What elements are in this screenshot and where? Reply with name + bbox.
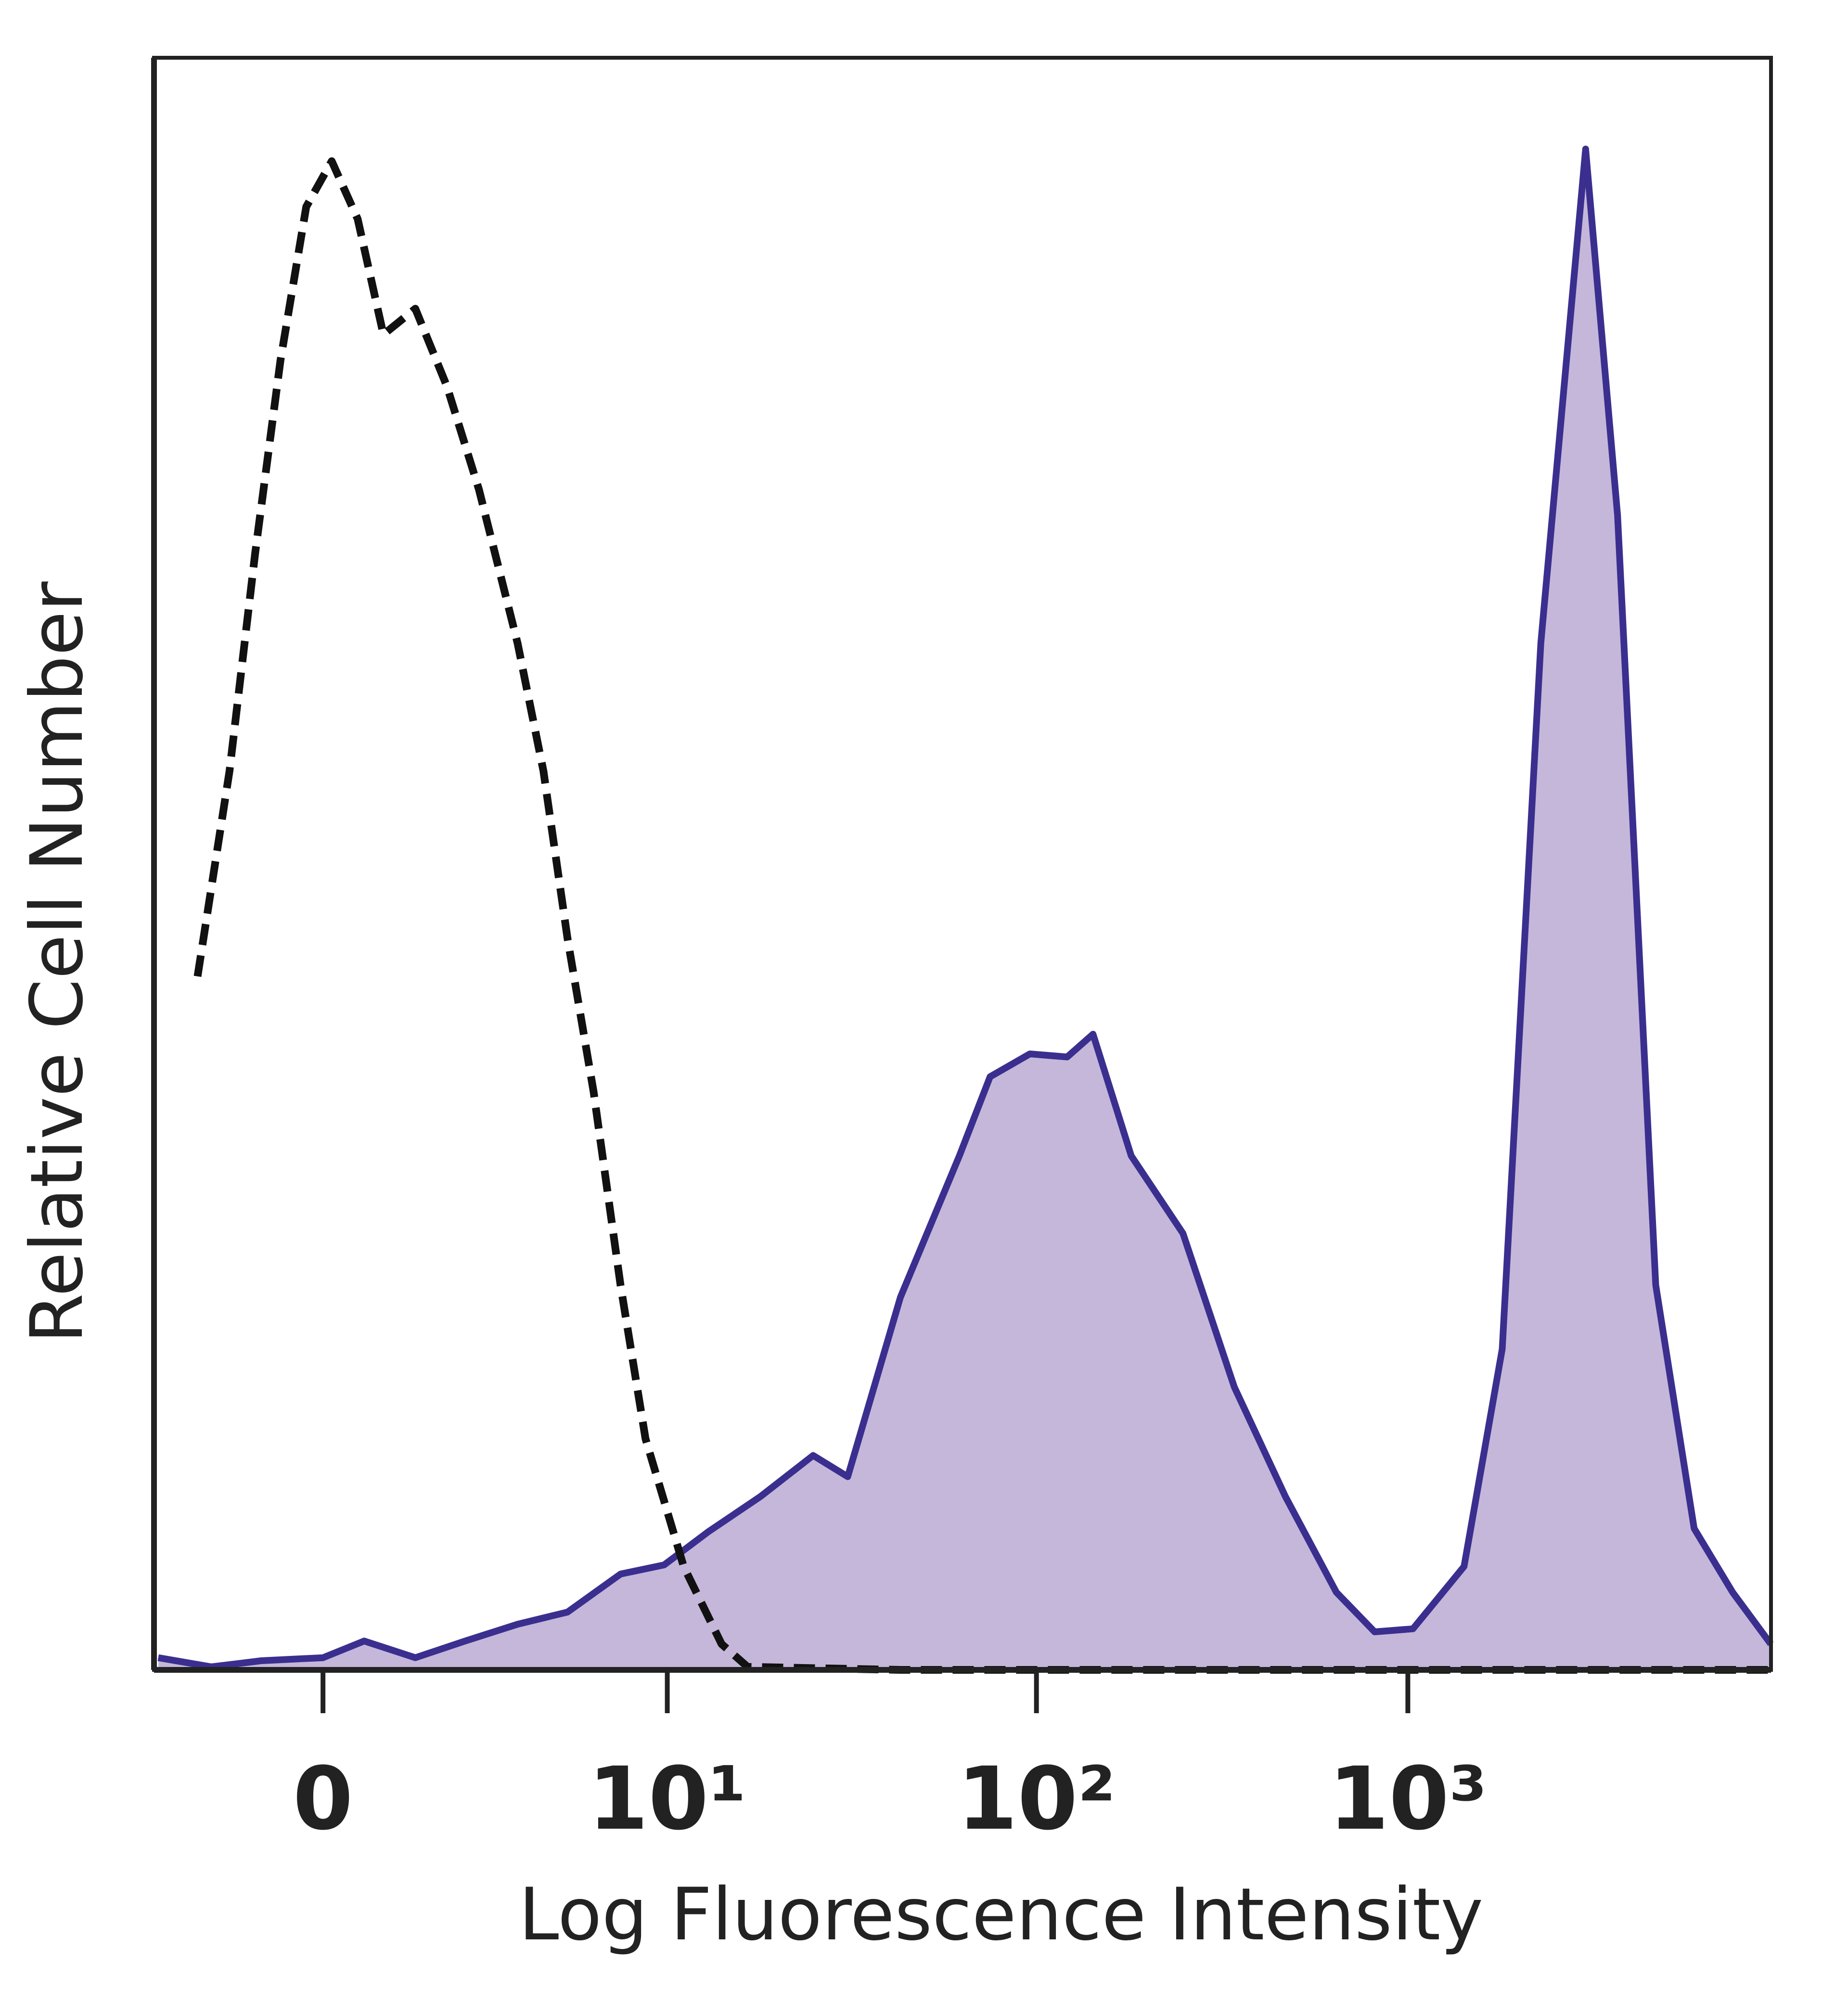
x-tick-label: 10¹ (588, 1749, 746, 1849)
x-tick-label: 10³ (1329, 1749, 1487, 1849)
histogram-area (158, 149, 1771, 1670)
x-tick-label: 10² (957, 1749, 1116, 1849)
histogram-line (193, 157, 1771, 1674)
x-tick-label: 0 (293, 1749, 353, 1849)
histogram-line (157, 145, 1774, 1670)
y-axis-label: Relative Cell Number (15, 581, 99, 1344)
x-axis-label: Log Fluorescence Intensity (519, 1873, 1483, 1957)
